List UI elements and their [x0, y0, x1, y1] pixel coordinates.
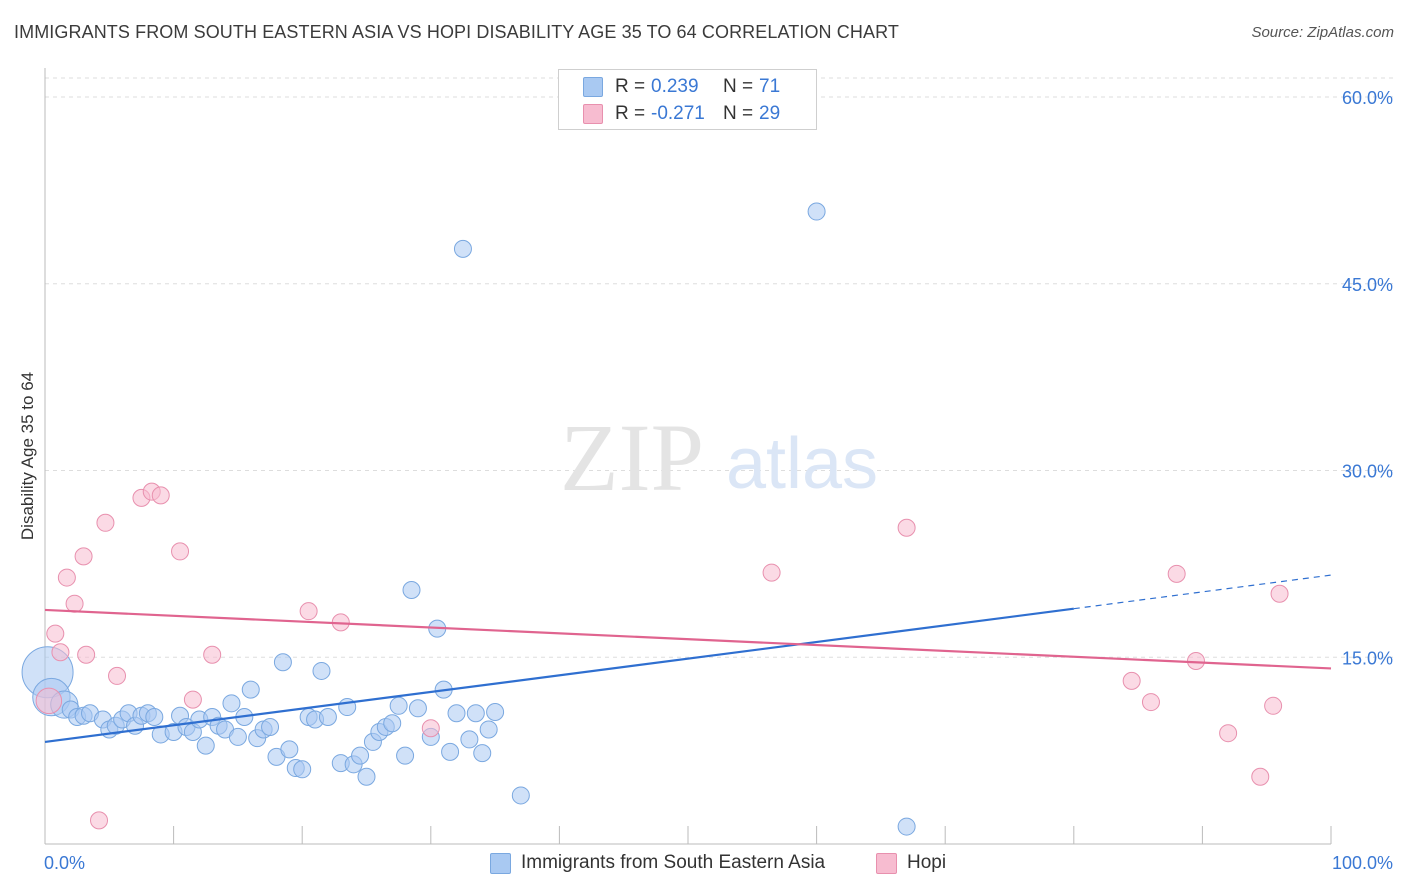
point-sea — [402, 581, 421, 600]
legend-row-sea: R = 0.239 N = 71 — [583, 75, 780, 99]
legend-r-value: 0.239 — [651, 76, 699, 97]
point-hopi — [96, 513, 115, 532]
point-hopi — [762, 563, 781, 582]
y-tick-label: 15.0% — [1342, 648, 1393, 668]
point-sea — [408, 699, 427, 718]
point-sea — [312, 661, 331, 680]
point-hopi — [183, 690, 202, 709]
point-sea — [280, 740, 299, 759]
y-tick-label: 60.0% — [1342, 88, 1393, 108]
point-sea — [897, 817, 916, 836]
point-hopi — [1219, 724, 1238, 743]
gridlines — [45, 77, 1396, 658]
point-hopi — [35, 687, 63, 715]
point-hopi — [421, 719, 440, 738]
legend-r-label: R = — [615, 103, 646, 124]
legend-swatch-sea — [490, 852, 511, 874]
point-hopi — [1270, 584, 1289, 603]
point-sea — [466, 704, 485, 723]
tick-labels: 15.0% 30.0% 45.0% 60.0% 0.0% 100.0% — [44, 88, 1393, 873]
trend-line-sea-extension — [1073, 574, 1332, 610]
point-hopi — [171, 542, 190, 561]
point-sea — [196, 736, 215, 755]
point-sea — [441, 742, 460, 761]
source-label: Source: ZipAtlas.com — [1251, 24, 1394, 41]
point-sea — [318, 708, 337, 727]
point-sea — [807, 202, 826, 221]
point-hopi — [90, 811, 109, 830]
series-legend: Immigrants from South Eastern Asia Hopi — [0, 852, 1406, 878]
point-sea — [241, 680, 260, 699]
point-sea — [460, 730, 479, 749]
point-sea — [357, 767, 376, 786]
trend-line-hopi — [44, 608, 1332, 670]
point-hopi — [51, 643, 70, 662]
point-sea — [351, 746, 370, 765]
trend-line-sea — [44, 607, 1074, 744]
y-tick-label: 30.0% — [1342, 462, 1393, 482]
point-hopi — [1167, 564, 1186, 583]
legend-n-value: 29 — [759, 103, 781, 124]
stats-legend: R = 0.239 N = 71 R = -0.271 N = 29 — [558, 69, 817, 130]
watermark: ZIP atlas — [560, 404, 878, 511]
point-sea — [273, 653, 292, 672]
legend-swatch-sea — [583, 77, 603, 97]
point-hopi — [299, 602, 318, 621]
trend-lines — [44, 574, 1332, 744]
x-tick-label: 100.0% — [1332, 853, 1393, 873]
point-hopi — [1122, 671, 1141, 690]
watermark-zip: ZIP — [560, 404, 704, 511]
point-sea — [511, 786, 530, 805]
point-sea — [228, 727, 247, 746]
legend-swatch-hopi — [876, 852, 897, 874]
point-sea — [473, 744, 492, 763]
data-points — [21, 202, 1289, 836]
y-axis-label: Disability Age 35 to 64 — [18, 371, 37, 541]
point-sea — [261, 717, 280, 736]
point-hopi — [65, 594, 84, 613]
legend-n-label: N = — [723, 76, 754, 97]
point-sea — [447, 704, 466, 723]
point-hopi — [1264, 696, 1283, 715]
point-sea — [396, 746, 415, 765]
y-tick-label: 45.0% — [1342, 275, 1393, 295]
legend-n-value: 71 — [759, 76, 781, 97]
point-sea — [222, 694, 241, 713]
legend-label-sea: Immigrants from South Eastern Asia — [521, 852, 826, 873]
point-sea — [383, 714, 402, 733]
point-hopi — [1251, 767, 1270, 786]
point-hopi — [74, 547, 93, 566]
point-sea — [145, 708, 164, 727]
point-hopi — [897, 518, 916, 537]
point-sea — [479, 720, 498, 739]
point-sea — [486, 703, 505, 722]
point-hopi — [1141, 693, 1160, 712]
x-tick-label: 0.0% — [44, 853, 85, 873]
point-hopi — [151, 486, 170, 505]
axes — [44, 68, 1332, 845]
watermark-atlas: atlas — [726, 424, 878, 504]
legend-r-value: -0.271 — [651, 103, 705, 124]
legend-item-hopi[interactable]: Hopi — [876, 852, 946, 874]
point-hopi — [77, 645, 96, 664]
legend-swatch-hopi — [583, 104, 603, 124]
point-hopi — [108, 666, 127, 685]
legend-n-label: N = — [723, 103, 754, 124]
point-hopi — [57, 568, 76, 587]
point-hopi — [46, 624, 65, 643]
legend-item-sea[interactable]: Immigrants from South Eastern Asia — [490, 852, 825, 874]
legend-r-label: R = — [615, 76, 646, 97]
legend-row-hopi: R = -0.271 N = 29 — [583, 102, 780, 126]
point-hopi — [203, 645, 222, 664]
point-sea — [389, 696, 408, 715]
point-sea — [293, 760, 312, 779]
point-sea — [453, 239, 472, 258]
chart-title: IMMIGRANTS FROM SOUTH EASTERN ASIA VS HO… — [14, 22, 899, 42]
legend-label-hopi: Hopi — [907, 852, 947, 873]
